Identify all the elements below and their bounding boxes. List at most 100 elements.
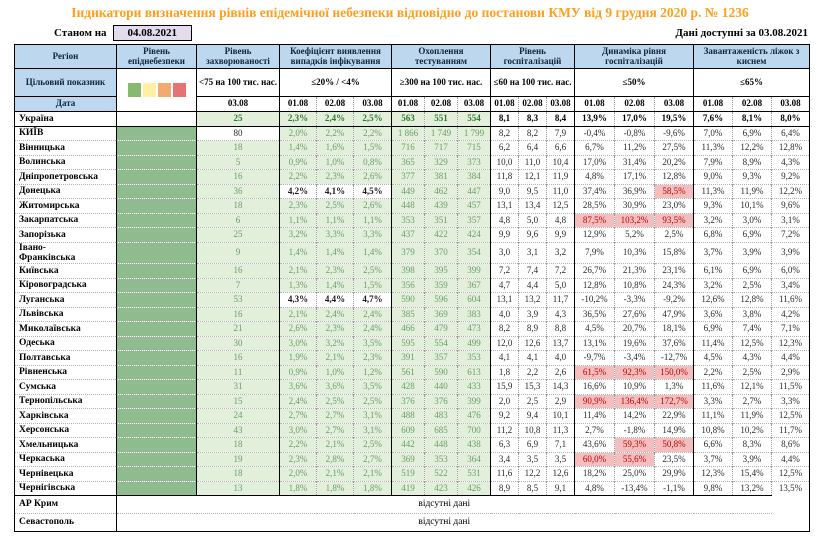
danger-level-cell xyxy=(116,422,197,438)
detection-coef-cell: 1,8% xyxy=(316,480,354,496)
hospitalization-dynamics-cell: 15,8% xyxy=(654,241,694,264)
page-title: Індикатори визначення рівнів епідемічної… xyxy=(71,5,749,20)
hospitalization-level-cell: 8,2 xyxy=(490,321,519,336)
hospitalization-level-cell: 1,8 xyxy=(490,364,519,380)
hospitalization-level-cell: 9,9 xyxy=(490,227,519,242)
hospitalization-dynamics-cell: 17,0% xyxy=(614,111,655,127)
hospitalization-level-cell: 10,8 xyxy=(518,422,547,438)
oxygen-bed-occupancy-cell: 2,5% xyxy=(732,277,772,293)
oxygen-bed-occupancy-cell: 7,9% xyxy=(693,154,733,170)
testing-coverage-cell: 367 xyxy=(457,277,491,293)
as-of-block: Станом на 04.08.2021 xyxy=(54,24,193,41)
hospitalization-level-cell: 12,6 xyxy=(546,466,575,481)
oxygen-bed-occupancy-cell: 7,6% xyxy=(693,111,733,127)
threshold-oxygen-beds: ≤65% xyxy=(693,68,810,97)
danger-level-cell xyxy=(116,125,197,141)
hospitalization-dynamics-cell: 27,6% xyxy=(614,306,655,322)
oxygen-bed-occupancy-cell: 12,8% xyxy=(732,292,772,307)
danger-level-cell xyxy=(116,198,197,213)
oxygen-bed-occupancy-cell: 6,9% xyxy=(732,227,772,242)
hospitalization-level-cell: 3,5 xyxy=(546,451,575,467)
morbidity-cell: 7 xyxy=(196,277,280,293)
detection-coef-cell: 1,8% xyxy=(279,480,317,496)
no-data-cell: відсутні дані xyxy=(116,513,772,532)
hospitalization-level-cell: 7,2 xyxy=(546,263,575,278)
morbidity-cell: 24 xyxy=(196,408,280,423)
hospitalization-level-cell: 8,9 xyxy=(518,321,547,336)
testing-coverage-cell: 519 xyxy=(391,466,425,481)
testing-coverage-cell: 715 xyxy=(457,140,491,155)
detection-coef-cell: 2,1% xyxy=(353,466,392,481)
hospitalization-level-cell: 4,4 xyxy=(518,277,547,293)
testing-coverage-cell: 1 799 xyxy=(457,125,491,141)
oxygen-bed-occupancy-cell: 3,2% xyxy=(693,277,733,293)
hospitalization-dynamics-cell: 20,2% xyxy=(654,154,694,170)
testing-coverage-cell: 381 xyxy=(424,169,458,184)
hospitalization-level-cell: 6,6 xyxy=(546,140,575,155)
oxygen-bed-occupancy-cell: 4,4% xyxy=(771,451,810,467)
hospitalization-dynamics-cell: 11,4% xyxy=(574,408,615,423)
detection-coef-cell: 2,2% xyxy=(279,437,317,452)
date-row-label: Дата xyxy=(14,96,117,112)
hospitalization-dynamics-cell: 5,2% xyxy=(614,227,655,242)
table-row: Рівненська 11 0,9% 1,0% 1,2% 561 590 613 1,8 2,2 2… xyxy=(14,364,810,380)
testing-coverage-cell: 595 xyxy=(391,335,425,351)
testing-coverage-cell: 700 xyxy=(457,422,491,438)
oxygen-bed-occupancy-cell: 12,3% xyxy=(693,466,733,481)
table-row: Харківська 24 2,7% 2,7% 3,1% 488 483 476 9,2 9,4 1… xyxy=(14,408,810,423)
hospitalization-dynamics-cell: 50,8% xyxy=(654,437,694,452)
detection-coef-cell: 3,1% xyxy=(353,408,392,423)
danger-level-cell xyxy=(116,306,197,322)
hospitalization-level-cell: 4,0 xyxy=(546,350,575,365)
oxygen-bed-occupancy-cell: 12,5% xyxy=(732,335,772,351)
hospitalization-level-cell: 6,3 xyxy=(490,437,519,452)
danger-level-legend-swatches xyxy=(118,83,197,97)
detection-coef-cell: 4,4% xyxy=(316,292,354,307)
oxygen-bed-occupancy-cell: 11,6% xyxy=(693,379,733,394)
testing-coverage-cell: 551 xyxy=(424,111,458,127)
region-name: Чернівецька xyxy=(14,466,117,481)
table-row: Чернівецька 18 2,0% 2,1% 2,1% 519 522 531 11,6 12… xyxy=(14,466,810,481)
oxygen-bed-occupancy-cell: 10,2% xyxy=(732,422,772,438)
oxygen-bed-occupancy-cell: 3,6% xyxy=(693,306,733,322)
oxygen-bed-occupancy-cell: 12,5% xyxy=(771,466,810,481)
hospitalization-level-cell: 15,3 xyxy=(518,379,547,394)
detection-coef-cell: 2,6% xyxy=(279,321,317,336)
region-name: Сумська xyxy=(14,379,117,394)
detection-coef-cell: 2,5% xyxy=(353,263,392,278)
danger-level-cell xyxy=(116,480,197,496)
hospitalization-level-cell: 7,2 xyxy=(490,263,519,278)
hospitalization-dynamics-cell: 10,9% xyxy=(614,379,655,394)
testing-coverage-cell: 395 xyxy=(424,263,458,278)
hospitalization-dynamics-cell: 27,5% xyxy=(654,140,694,155)
region-name: КИЇВ xyxy=(14,125,117,141)
detection-coef-cell: 2,0% xyxy=(279,125,317,141)
testing-coverage-cell: 483 xyxy=(424,408,458,423)
hospitalization-dynamics-cell: 24,3% xyxy=(654,277,694,293)
danger-level-cell xyxy=(116,408,197,423)
testing-coverage-cell: 488 xyxy=(391,408,425,423)
detection-coef-cell: 1,4% xyxy=(316,277,354,293)
danger-level-swatch-yellow xyxy=(142,83,156,97)
col-header-testing: Охоплення тестуванням xyxy=(391,44,491,69)
oxygen-bed-occupancy-cell: 9,8% xyxy=(693,480,733,496)
col-header-danger-level: Рівень епіднебезпеки xyxy=(116,44,197,69)
oxygen-bed-occupancy-cell: 12,6% xyxy=(693,292,733,307)
morbidity-cell: 30 xyxy=(196,335,280,351)
testing-coverage-cell: 590 xyxy=(391,292,425,307)
hospitalization-level-cell: 11,8 xyxy=(490,169,519,184)
hospitalization-level-cell: 3,9 xyxy=(518,306,547,322)
hospitalization-dynamics-cell: 30,9% xyxy=(614,198,655,213)
date-cell: 03.08 xyxy=(546,96,575,112)
region-name: Дніпропетровська xyxy=(14,169,117,184)
detection-coef-cell: 1,9% xyxy=(279,350,317,365)
oxygen-bed-occupancy-cell: 12,1% xyxy=(732,379,772,394)
testing-coverage-cell: 522 xyxy=(424,466,458,481)
detection-coef-cell: 1,1% xyxy=(353,212,392,228)
hospitalization-dynamics-cell: 47,9% xyxy=(654,306,694,322)
detection-coef-cell: 2,3% xyxy=(316,321,354,336)
hospitalization-dynamics-cell: 136,4% xyxy=(614,393,655,409)
hospitalization-level-cell: 13,1 xyxy=(490,198,519,213)
testing-coverage-cell: 596 xyxy=(424,292,458,307)
testing-coverage-cell: 373 xyxy=(457,154,491,170)
